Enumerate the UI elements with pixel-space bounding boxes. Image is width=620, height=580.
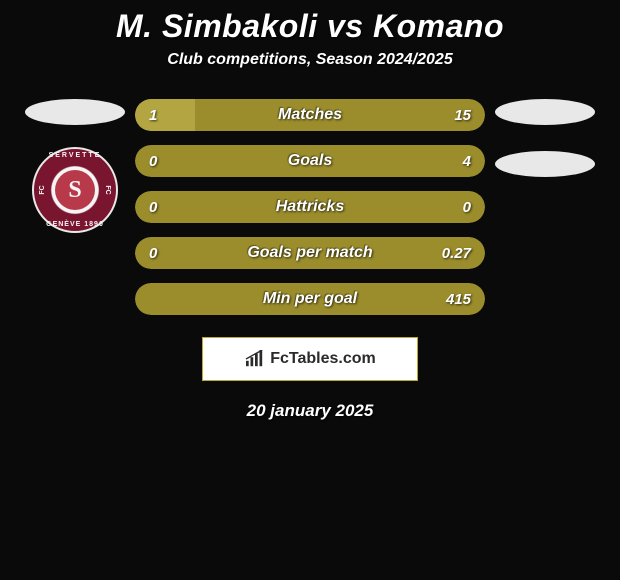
player-right-column: [495, 99, 595, 177]
stat-bar: 1Matches15: [135, 99, 485, 131]
brand-text: FcTables.com: [270, 350, 376, 368]
stat-bar: 0Goals4: [135, 145, 485, 177]
date-label: 20 january 2025: [0, 401, 620, 421]
bar-label: Min per goal: [135, 290, 485, 308]
club-badge-right-placeholder: [495, 151, 595, 177]
club-letter: S: [55, 170, 95, 210]
bar-label: Goals: [135, 152, 485, 170]
bar-value-right: 415: [446, 291, 471, 308]
bar-value-right: 15: [454, 107, 471, 124]
chart-area: SERVETTE GENÈVE 1890 FC FC S 1Matches15 0…: [0, 99, 620, 315]
stat-bar: 0Hattricks0: [135, 191, 485, 223]
player-left-avatar: [25, 99, 125, 125]
bar-value-right: 4: [463, 153, 471, 170]
club-badge-left: SERVETTE GENÈVE 1890 FC FC S: [32, 147, 118, 233]
bar-label: Hattricks: [135, 198, 485, 216]
bar-label: Goals per match: [135, 244, 485, 262]
bar-value-right: 0: [463, 199, 471, 216]
bar-value-right: 0.27: [442, 245, 471, 262]
stat-bar: Min per goal415: [135, 283, 485, 315]
bar-chart-icon: [244, 350, 266, 368]
infographic-container: M. Simbakoli vs Komano Club competitions…: [0, 0, 620, 421]
stat-bar: 0Goals per match0.27: [135, 237, 485, 269]
stat-bars: 1Matches150Goals40Hattricks00Goals per m…: [135, 99, 485, 315]
page-subtitle: Club competitions, Season 2024/2025: [0, 51, 620, 69]
brand-badge[interactable]: FcTables.com: [202, 337, 418, 381]
page-title: M. Simbakoli vs Komano: [0, 8, 620, 45]
bar-label: Matches: [135, 106, 485, 124]
club-inner: S: [32, 147, 118, 233]
player-right-avatar: [495, 99, 595, 125]
player-left-column: SERVETTE GENÈVE 1890 FC FC S: [25, 99, 125, 233]
